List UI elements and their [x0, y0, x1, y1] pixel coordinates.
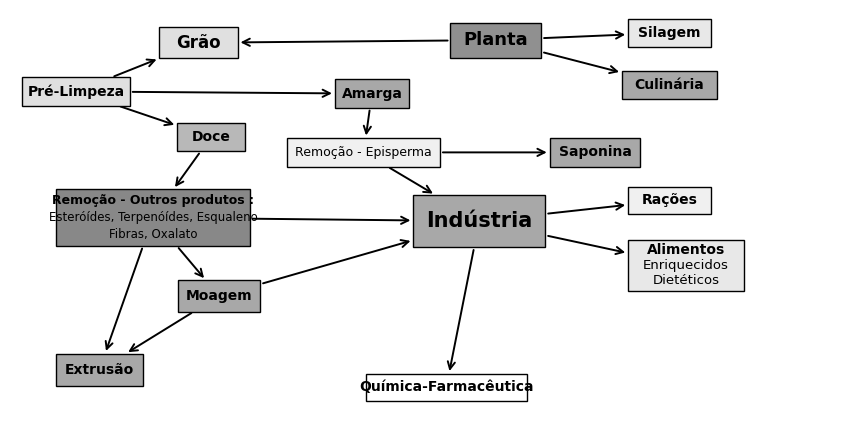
FancyBboxPatch shape — [366, 374, 527, 401]
Text: Remoção - Episperma: Remoção - Episperma — [295, 146, 432, 159]
FancyBboxPatch shape — [178, 280, 260, 312]
FancyBboxPatch shape — [159, 27, 238, 59]
FancyBboxPatch shape — [335, 79, 409, 108]
FancyBboxPatch shape — [56, 353, 142, 386]
FancyBboxPatch shape — [622, 71, 717, 99]
FancyBboxPatch shape — [550, 138, 641, 166]
Text: Silagem: Silagem — [638, 26, 701, 40]
FancyBboxPatch shape — [628, 241, 744, 290]
Text: Química-Farmacêutica: Química-Farmacêutica — [359, 381, 534, 394]
Text: Amarga: Amarga — [341, 87, 402, 101]
Text: Moagem: Moagem — [185, 289, 252, 303]
FancyBboxPatch shape — [450, 23, 541, 58]
FancyBboxPatch shape — [56, 189, 250, 246]
Text: Dietéticos: Dietéticos — [652, 274, 719, 287]
Text: Indústria: Indústria — [427, 211, 533, 231]
FancyBboxPatch shape — [628, 187, 711, 214]
Text: Extrusão: Extrusão — [65, 363, 134, 377]
FancyBboxPatch shape — [287, 138, 440, 166]
FancyBboxPatch shape — [413, 195, 545, 247]
Text: Rações: Rações — [642, 193, 697, 207]
Text: Saponina: Saponina — [559, 145, 631, 159]
Text: Enriquecidos: Enriquecidos — [643, 259, 729, 272]
Text: Planta: Planta — [464, 31, 529, 49]
Text: Esteróídes, Terpenóídes, Esqualeno: Esteróídes, Terpenóídes, Esqualeno — [49, 211, 257, 224]
Text: Culinária: Culinária — [635, 78, 704, 92]
Text: Pré-Limpeza: Pré-Limpeza — [28, 84, 125, 99]
FancyBboxPatch shape — [177, 123, 244, 151]
Text: Remoção - Outros produtos :: Remoção - Outros produtos : — [52, 194, 254, 207]
Text: Alimentos: Alimentos — [647, 243, 725, 258]
Text: Fibras, Oxalato: Fibras, Oxalato — [109, 228, 197, 241]
FancyBboxPatch shape — [23, 77, 130, 106]
Text: Doce: Doce — [191, 130, 230, 144]
Text: Grão: Grão — [176, 34, 221, 52]
FancyBboxPatch shape — [628, 19, 711, 47]
